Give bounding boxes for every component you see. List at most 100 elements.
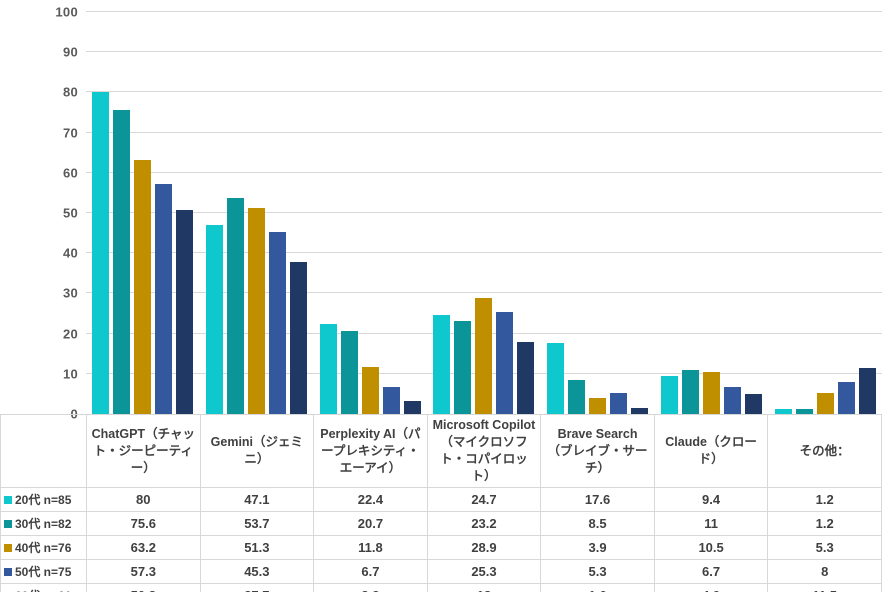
value-cell: 1.2: [767, 511, 882, 536]
bar: [517, 341, 535, 414]
gridline: [86, 252, 882, 254]
bar: [774, 409, 792, 414]
value-cell: 80: [86, 487, 201, 512]
y-axis-tick-label: 70: [62, 125, 78, 141]
bar: [496, 312, 514, 414]
value-cell: 5.3: [540, 559, 655, 584]
y-axis-tick-label: 20: [62, 326, 78, 342]
value-cell: 25.3: [426, 559, 542, 584]
bar: [269, 231, 287, 414]
value-cell: 53.7: [199, 511, 315, 536]
value-cell: 10.5: [653, 535, 769, 560]
value-cell: 11.5: [767, 583, 882, 592]
bar: [631, 407, 649, 414]
bar: [702, 371, 720, 414]
table-corner-cell: [0, 414, 87, 488]
table-body: 20代 n=85 80 47.1 22.4 24.7 17.6 9.4 1.2 30代 n=82…: [0, 487, 882, 592]
bar: [176, 209, 194, 414]
legend-cell: 40代 n=76: [0, 535, 87, 560]
column-header: Gemini（ジェミニ）: [199, 414, 315, 488]
y-axis-tick-label: 10: [62, 366, 78, 382]
value-cell: 24.7: [426, 487, 542, 512]
gridline: [86, 51, 882, 53]
gridline: [86, 131, 882, 133]
legend-cell: 50代 n=75: [0, 559, 87, 584]
gridline: [86, 91, 882, 93]
value-cell: 57.3: [86, 559, 201, 584]
column-header: Perplexity AI（パープレキシティ・エーアイ）: [313, 414, 428, 488]
bar-group: [541, 12, 655, 414]
value-cell: 75.6: [86, 511, 201, 536]
value-cell: 11: [653, 511, 769, 536]
bar: [433, 314, 451, 414]
bar: [382, 387, 400, 414]
legend-cell: 20代 n=85: [0, 487, 87, 512]
value-cell: 6.7: [653, 559, 769, 584]
value-cell: 37.7: [199, 583, 315, 592]
value-cell: 45.3: [199, 559, 315, 584]
bar: [610, 392, 628, 414]
bar: [290, 262, 308, 414]
bar: [361, 366, 379, 414]
value-cell: 11.8: [313, 535, 428, 560]
value-cell: 8.5: [540, 511, 655, 536]
gridline: [86, 292, 882, 294]
y-axis-tick-label: 90: [62, 44, 78, 60]
bar: [403, 400, 421, 414]
table-row: 40代 n=76 63.2 51.3 11.8 28.9 3.9 10.5 5.3: [0, 535, 882, 560]
value-cell: 47.1: [199, 487, 315, 512]
bar: [134, 159, 152, 414]
y-axis-tick-label: 80: [62, 84, 78, 100]
legend-swatch: [4, 519, 12, 528]
bar: [589, 398, 607, 414]
bar: [858, 367, 876, 414]
bar: [723, 387, 741, 414]
value-cell: 8: [767, 559, 882, 584]
bar: [547, 343, 565, 414]
table-row: 20代 n=85 80 47.1 22.4 24.7 17.6 9.4 1.2: [0, 487, 882, 512]
bar: [475, 297, 493, 414]
value-cell: 6.7: [313, 559, 428, 584]
value-cell: 4.9: [653, 583, 769, 592]
gridline: [86, 212, 882, 213]
value-cell: 1.2: [767, 487, 882, 512]
y-axis-tick-label: 40: [62, 245, 78, 261]
bar: [816, 392, 834, 414]
bar: [795, 409, 813, 414]
value-cell: 5.3: [767, 535, 882, 560]
value-cell: 18: [426, 583, 542, 592]
legend-swatch: [4, 543, 12, 552]
column-header: Brave Search（ブレイブ・サーチ）: [540, 414, 655, 488]
bar: [681, 369, 699, 414]
bar: [206, 224, 224, 414]
bar: [227, 198, 245, 414]
y-axis-tick-label: 100: [55, 4, 78, 20]
bar-group: [427, 12, 541, 414]
bar: [660, 376, 678, 414]
bar: [155, 183, 173, 414]
bar: [744, 394, 762, 414]
value-cell: 50.8: [86, 583, 201, 592]
legend-swatch: [4, 567, 12, 576]
bar: [568, 379, 586, 414]
bar: [92, 92, 110, 414]
y-axis-tick-label: 50: [62, 205, 78, 221]
bar: [248, 207, 266, 414]
value-cell: 23.2: [426, 511, 542, 536]
bar-group: [768, 12, 882, 414]
value-cell: 3.9: [540, 535, 655, 560]
table-row: 50代 n=75 57.3 45.3 6.7 25.3 5.3 6.7 8: [0, 559, 882, 584]
legend-cell: 60代 n=61: [0, 583, 87, 592]
bar: [113, 110, 131, 414]
table-row: 60代 n=6150.837.73.3181.64.911.5: [0, 583, 882, 592]
y-axis-tick-label: 30: [62, 285, 78, 301]
value-cell: 3.3: [313, 583, 428, 592]
column-header: ChatGPT（チャット・ジーピーティー）: [86, 414, 201, 488]
value-cell: 51.3: [199, 535, 315, 560]
value-cell: 20.7: [313, 511, 428, 536]
legend-cell: 30代 n=82: [0, 511, 87, 536]
value-cell: 28.9: [426, 535, 542, 560]
bar: [837, 381, 855, 414]
bar: [319, 323, 337, 414]
